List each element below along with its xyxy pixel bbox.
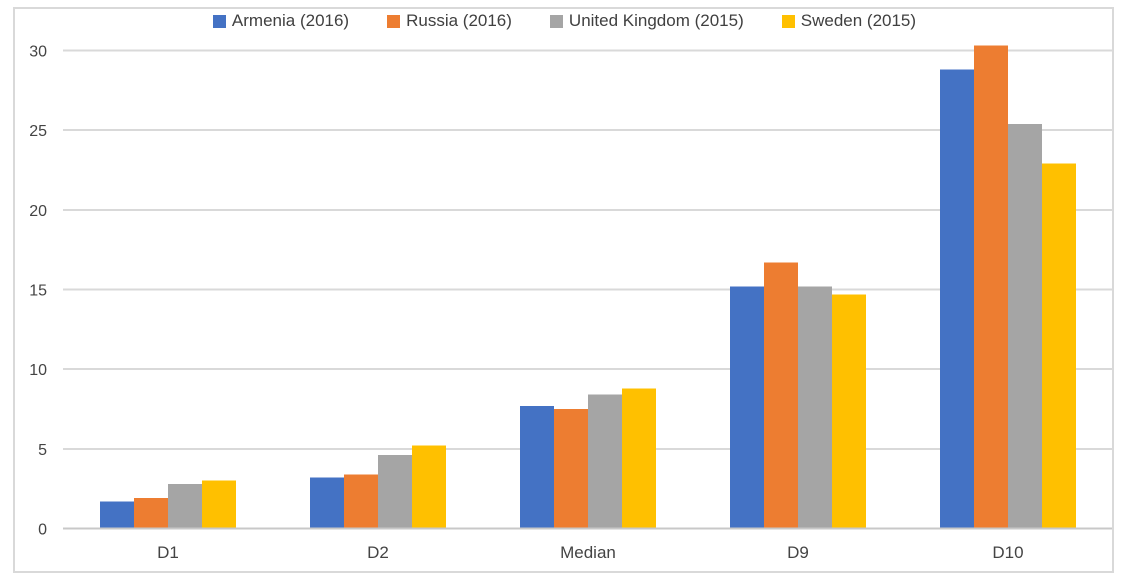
bar [730, 286, 764, 529]
bar [554, 409, 588, 529]
bar [344, 474, 378, 529]
bar [1008, 123, 1042, 529]
y-axis-tick-label: 25 [29, 123, 47, 140]
x-axis-category-label: D2 [367, 543, 389, 562]
bar [202, 480, 236, 529]
bar [764, 262, 798, 529]
bar [1042, 163, 1076, 529]
y-axis-tick-label: 30 [29, 44, 47, 61]
bar [798, 286, 832, 529]
bar [974, 45, 1008, 529]
bar [940, 69, 974, 529]
chart-border [13, 7, 1114, 573]
bar [134, 498, 168, 529]
bar [588, 394, 622, 529]
x-axis-category-label: D9 [787, 543, 809, 562]
y-axis-tick-label: 0 [38, 522, 47, 539]
bar [520, 405, 554, 529]
x-axis-category-label: Median [560, 543, 616, 562]
bar [310, 477, 344, 529]
bar [832, 294, 866, 529]
x-axis-category-label: D10 [992, 543, 1023, 562]
y-axis-tick-label: 15 [29, 283, 47, 300]
y-axis-tick-label: 5 [38, 442, 47, 459]
bar [412, 445, 446, 529]
bar [100, 501, 134, 529]
y-axis-tick-label: 10 [29, 362, 47, 379]
bar [622, 388, 656, 529]
y-axis-tick-label: 20 [29, 203, 47, 220]
x-axis-category-label: D1 [157, 543, 179, 562]
bar [168, 483, 202, 529]
bar [378, 455, 412, 529]
